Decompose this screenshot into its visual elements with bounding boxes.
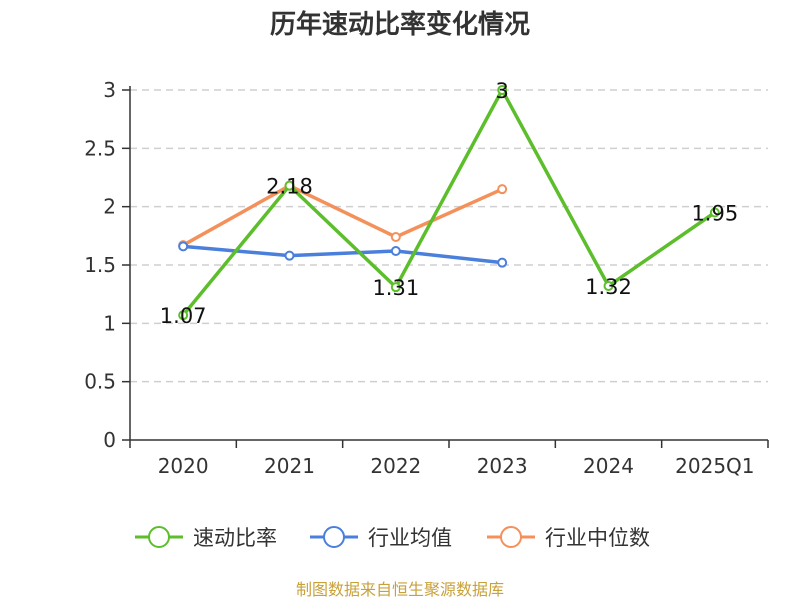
series-0-point bbox=[497, 85, 508, 95]
series-0-point bbox=[709, 207, 720, 218]
series-0-point bbox=[390, 282, 401, 293]
x-tick-label-2024: 2024 bbox=[583, 454, 634, 478]
legend-marker-1 bbox=[323, 526, 345, 548]
chart-title: 历年速动比率变化情况 bbox=[270, 9, 530, 40]
data-label: 2.18 bbox=[266, 175, 313, 199]
axes: 0 0.5 1 1.5 2 2.5 3 2020 2021 2022 2023 2024 2025Q1 bbox=[84, 78, 769, 478]
series-1-point bbox=[497, 257, 508, 268]
series-1-point bbox=[390, 246, 401, 256]
series-0-point bbox=[603, 281, 614, 291]
series-2-point bbox=[390, 232, 401, 242]
x-tick-label-2021: 2021 bbox=[264, 454, 315, 478]
y-tick-label: 2.5 bbox=[84, 136, 116, 160]
series-1-point bbox=[178, 241, 189, 252]
series-2-point bbox=[497, 184, 508, 195]
series-0-point bbox=[284, 180, 295, 191]
data-label: 1.32 bbox=[585, 275, 632, 299]
y-tick-label: 1.5 bbox=[84, 253, 116, 277]
legend-marker-0 bbox=[148, 526, 170, 548]
x-tick-label-2020: 2020 bbox=[158, 454, 209, 478]
series-layer bbox=[178, 85, 720, 321]
legend-marker-2 bbox=[500, 526, 522, 548]
x-tick-label-2025Q1: 2025Q1 bbox=[675, 454, 754, 478]
y-tick-label: 1 bbox=[103, 311, 116, 335]
grid-lines bbox=[130, 89, 768, 383]
data-labels: 1.07 2.18 1.31 3 1.32 1.95 bbox=[160, 79, 738, 328]
legend-label-1: 行业均值 bbox=[368, 526, 452, 550]
legend-label-0: 速动比率 bbox=[193, 526, 277, 550]
x-tick-label-2022: 2022 bbox=[370, 454, 421, 478]
x-tick-label-2023: 2023 bbox=[477, 454, 528, 478]
data-label: 1.95 bbox=[691, 202, 738, 226]
source-note: 制图数据来自恒生聚源数据库 bbox=[296, 580, 504, 599]
series-line-0 bbox=[181, 88, 716, 317]
y-tick-label: 0 bbox=[103, 428, 116, 452]
data-label: 1.07 bbox=[160, 304, 207, 328]
legend-label-2: 行业中位数 bbox=[545, 526, 650, 550]
series-line-2 bbox=[182, 183, 503, 247]
y-tick-label: 0.5 bbox=[84, 370, 116, 394]
data-label: 1.31 bbox=[372, 276, 419, 300]
legend: 速动比率 行业均值 行业中位数 bbox=[135, 526, 650, 550]
series-1-point bbox=[284, 250, 295, 261]
data-label: 3 bbox=[495, 79, 508, 103]
y-tick-label: 3 bbox=[103, 78, 116, 102]
y-tick-label: 2 bbox=[103, 195, 116, 219]
series-0-point bbox=[178, 310, 189, 321]
